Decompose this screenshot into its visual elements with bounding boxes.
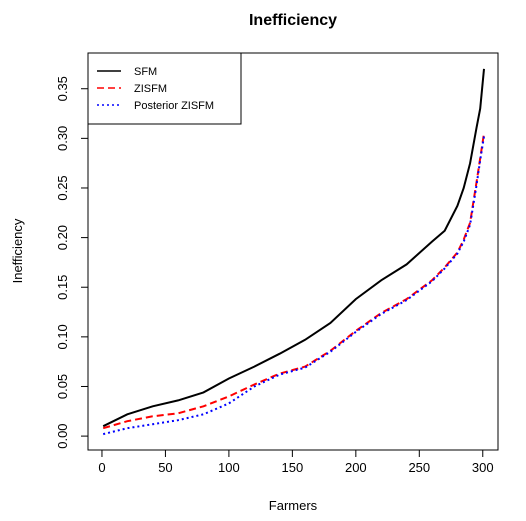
x-tick-label: 200	[345, 460, 367, 475]
series-line	[102, 68, 485, 428]
x-tick-label: 50	[158, 460, 172, 475]
x-tick-label: 100	[218, 460, 240, 475]
x-tick-label: 0	[98, 460, 105, 475]
y-tick-label: 0.10	[55, 324, 70, 349]
x-tick-label: 250	[408, 460, 430, 475]
y-tick-label: 0.20	[55, 225, 70, 250]
x-tick-label: 150	[282, 460, 304, 475]
plot-frame	[87, 52, 499, 451]
legend-box	[87, 52, 242, 125]
series-line	[102, 136, 485, 436]
x-axis-label: Farmers	[269, 498, 318, 513]
y-tick-label: 0.30	[55, 126, 70, 151]
y-tick-label: 0.05	[55, 374, 70, 399]
x-tick-label: 300	[472, 460, 494, 475]
legend-label: SFM	[134, 66, 157, 78]
y-tick-label: 0.35	[55, 76, 70, 101]
legend-label: ZISFM	[134, 83, 167, 95]
y-tick-label: 0.00	[55, 423, 70, 448]
series-line	[102, 133, 485, 430]
y-tick-label: 0.15	[55, 275, 70, 300]
chart-title: Inefficiency	[249, 12, 337, 29]
y-tick-label: 0.25	[55, 175, 70, 200]
legend-label: Posterior ZISFM	[134, 100, 214, 112]
y-axis-label: Inefficiency	[10, 218, 25, 283]
